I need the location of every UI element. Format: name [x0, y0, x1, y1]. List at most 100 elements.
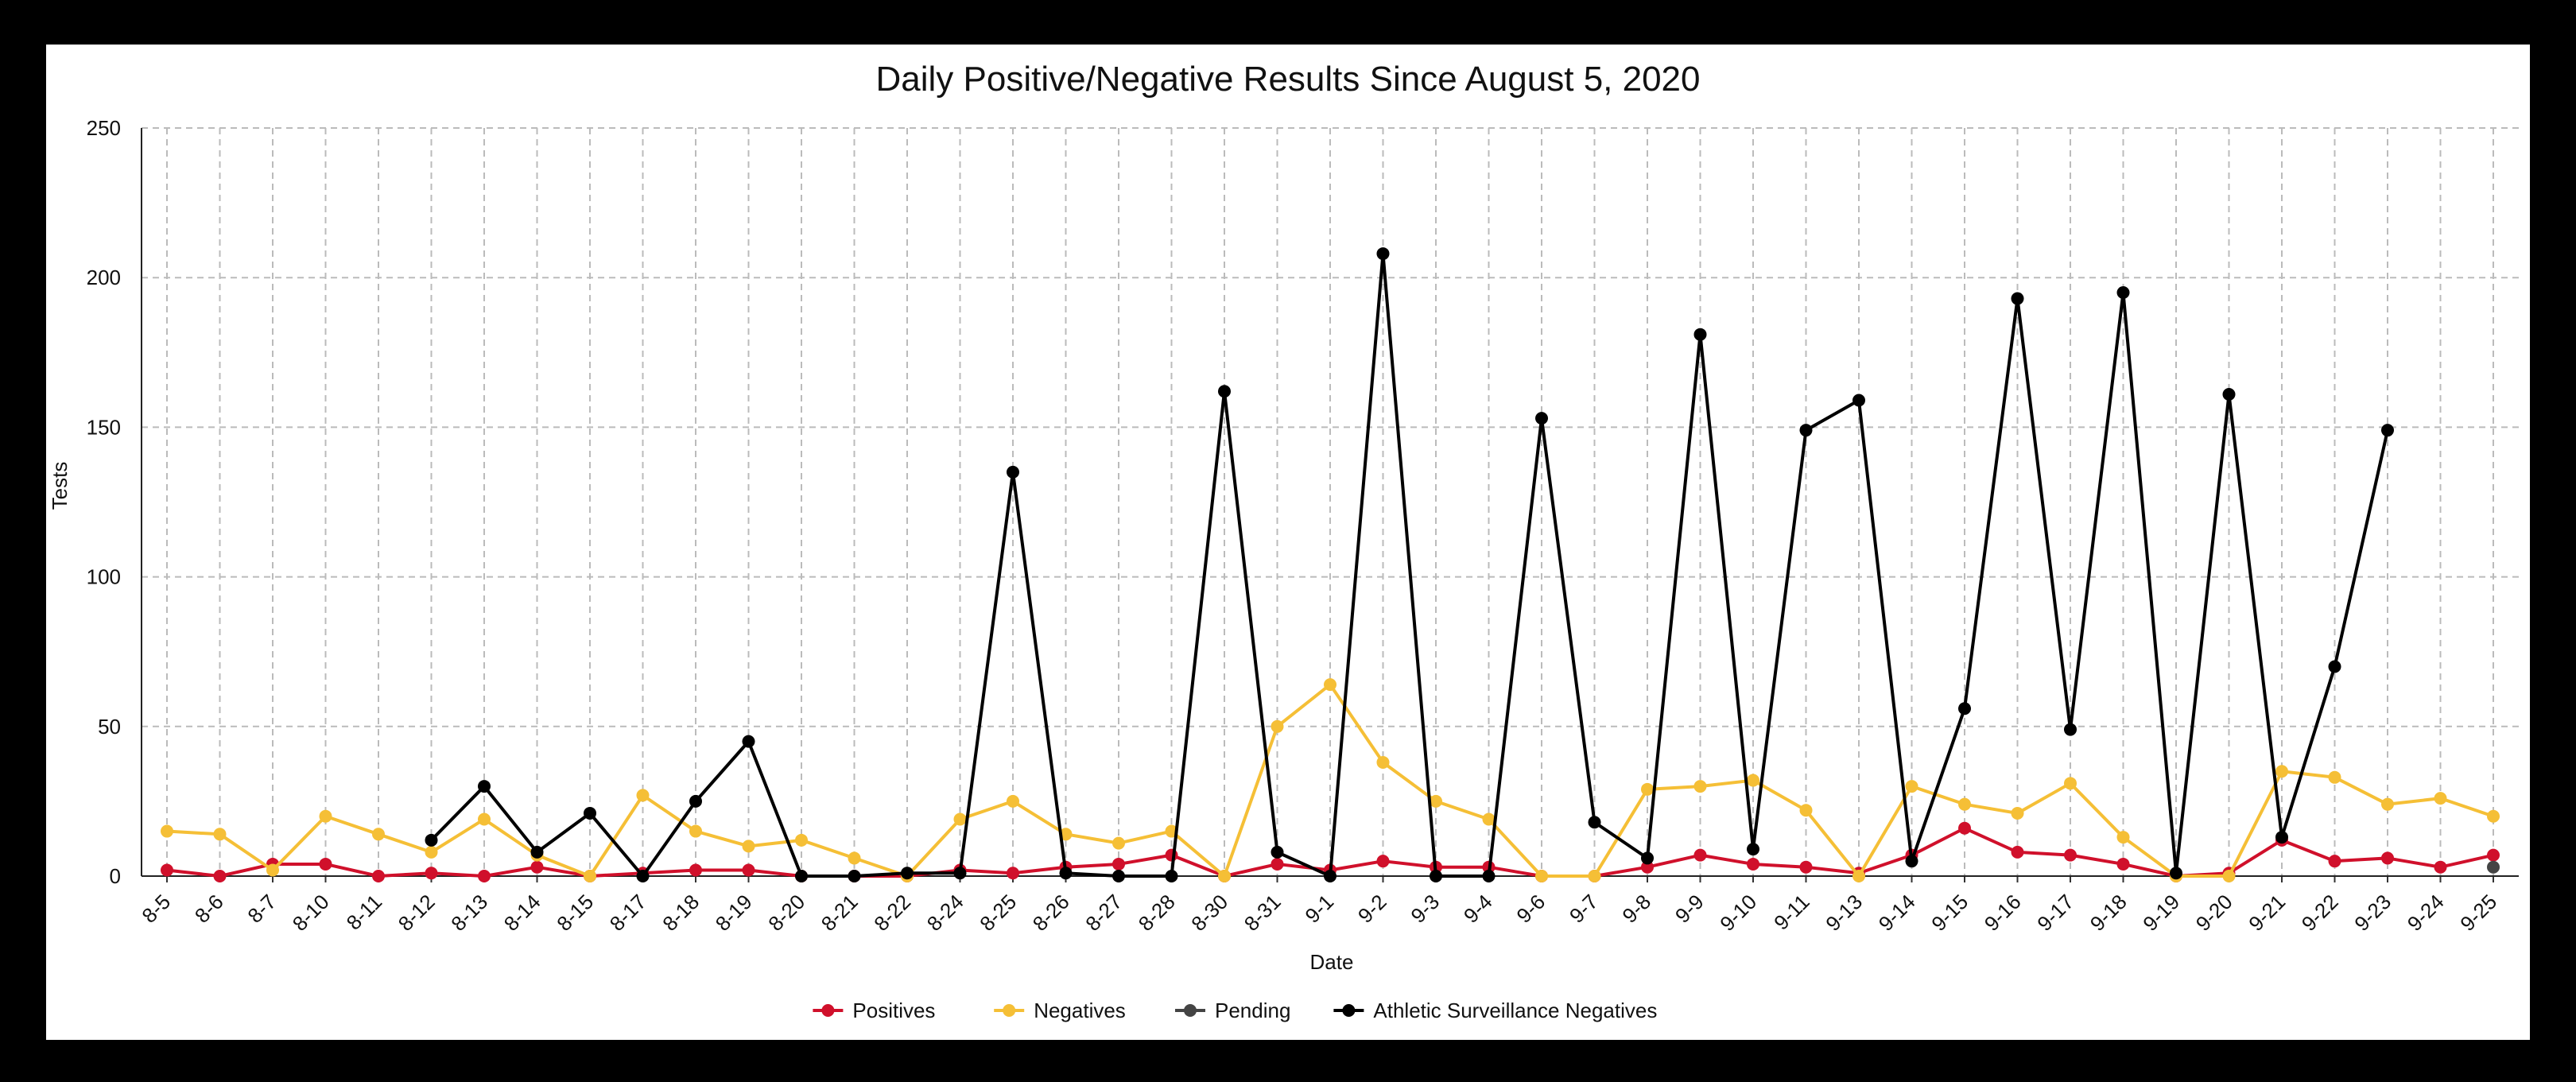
data-point [795, 833, 808, 847]
data-point [742, 735, 755, 748]
data-point [372, 828, 385, 841]
data-point [213, 870, 227, 882]
series-athletic-surveillance-negatives [425, 247, 2394, 882]
data-point [689, 863, 702, 877]
data-point [161, 863, 173, 877]
data-point [1218, 870, 1231, 882]
y-tick-label: 200 [87, 266, 121, 289]
data-point [1482, 812, 1496, 826]
data-point [584, 870, 596, 882]
x-tick-label: 9-10 [1715, 890, 1761, 936]
x-tick-label: 8-11 [342, 890, 387, 935]
x-tick-label: 8-12 [394, 890, 440, 936]
legend: Positives Negatives Pending Athletic Survei… [813, 999, 1657, 1022]
data-point [1007, 465, 1019, 479]
data-point [2011, 292, 2024, 305]
y-tick-label: 250 [87, 116, 121, 140]
data-point [2064, 848, 2077, 862]
x-tick-label: 8-18 [658, 890, 704, 936]
x-tick-label: 9-2 [1353, 890, 1391, 928]
data-point [2381, 851, 2394, 865]
data-point [1376, 755, 1390, 769]
grid [142, 127, 2519, 876]
series-line [166, 683, 2494, 878]
data-point [319, 857, 332, 871]
data-point [319, 809, 332, 823]
series-pending [2487, 860, 2500, 874]
data-point [1324, 678, 1336, 692]
data-point [1218, 385, 1231, 398]
data-point [1641, 851, 1654, 865]
data-point [161, 824, 173, 838]
chart-title: Daily Positive/Negative Results Since Au… [875, 60, 1700, 99]
data-point [478, 870, 491, 882]
legend-swatch-marker [1342, 1004, 1356, 1017]
y-tick-label: 150 [87, 415, 121, 439]
data-point [1112, 870, 1125, 882]
legend-swatch-marker [1184, 1004, 1197, 1017]
x-tick-label: 9-19 [2138, 890, 2184, 936]
data-point [1112, 857, 1125, 871]
data-point [2487, 848, 2500, 862]
x-tick-label: 8-7 [242, 890, 281, 928]
data-point [1007, 867, 1019, 880]
data-point [1799, 860, 1813, 874]
series-group [161, 247, 2500, 882]
data-point [1958, 821, 1971, 835]
data-point [2275, 765, 2288, 778]
data-point [1958, 702, 1971, 716]
x-tick-label: 9-23 [2349, 890, 2396, 936]
data-point [1852, 394, 1865, 407]
x-tick-label: 9-13 [1821, 890, 1867, 936]
y-tick-label: 50 [98, 715, 121, 739]
data-point [2064, 777, 2077, 790]
data-point [2434, 860, 2447, 874]
data-point [1271, 719, 1284, 733]
data-point [2328, 770, 2341, 784]
x-tick-label: 8-20 [763, 890, 809, 936]
data-point [425, 833, 438, 847]
legend-item: Athletic Surveillance Negatives [1333, 999, 1657, 1022]
data-point [2011, 806, 2024, 820]
x-tick-label: 8-14 [499, 890, 545, 936]
data-point [1165, 870, 1178, 882]
x-tick-label: 9-17 [2032, 890, 2078, 936]
data-point [478, 780, 491, 793]
x-tick-label: 8-6 [190, 890, 228, 928]
data-point [848, 870, 861, 882]
data-point [2381, 424, 2394, 437]
x-tick-labels: 8-5 8-6 8-7 8-10 8-11 8-12 8-13 8-14 8-15 8-17 8-1… [137, 890, 2501, 936]
data-point [1271, 845, 1284, 859]
data-point [1430, 794, 1442, 808]
data-point [742, 863, 755, 877]
x-tick-label: 9-25 [2455, 890, 2501, 936]
data-point [1852, 870, 1865, 882]
data-point [2222, 870, 2236, 882]
x-tick-label: 9-14 [1874, 890, 1920, 936]
data-point [1007, 794, 1019, 808]
x-tick-label: 8-19 [711, 890, 757, 936]
legend-item: Negatives [994, 999, 1126, 1022]
data-point [1747, 857, 1759, 871]
x-tick-label: 8-22 [869, 890, 915, 936]
data-point [1693, 328, 1707, 341]
data-point [1958, 797, 1971, 811]
x-tick-label: 9-18 [2085, 890, 2132, 936]
data-point [2487, 860, 2500, 874]
data-point [953, 812, 967, 826]
data-point [2170, 867, 2182, 880]
legend-label: Pending [1215, 999, 1290, 1022]
x-tick-label: 9-16 [1980, 890, 2026, 936]
data-point [2434, 792, 2447, 805]
data-point [1747, 774, 1759, 787]
x-tick-label: 9-9 [1670, 890, 1709, 928]
data-point [1799, 804, 1813, 817]
x-tick-label: 9-3 [1406, 890, 1444, 928]
data-point [1535, 870, 1548, 882]
data-point [848, 851, 861, 865]
data-point [1376, 247, 1390, 261]
line-chart: Daily Positive/Negative Results Since Au… [48, 60, 2519, 1022]
x-tick-label: 9-21 [2244, 890, 2290, 936]
data-point [1430, 870, 1442, 882]
chart-panel: Daily Positive/Negative Results Since Au… [46, 45, 2530, 1040]
